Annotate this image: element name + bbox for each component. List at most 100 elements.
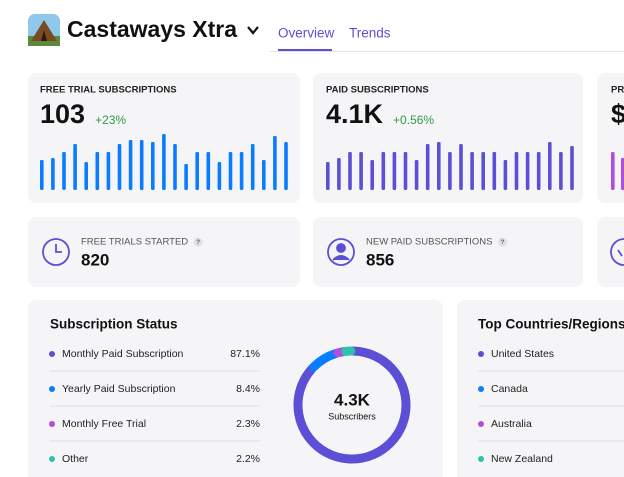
metric-value: 103	[40, 99, 85, 129]
active-tab-indicator	[278, 49, 332, 51]
clock-icon	[42, 238, 70, 266]
sparkline-bar	[437, 142, 441, 190]
help-icon: ?	[196, 239, 200, 246]
sparkline-bar	[139, 140, 144, 190]
tab[interactable]: Trends	[349, 26, 391, 41]
sparkline-bar	[40, 160, 44, 190]
count-card[interactable]	[28, 217, 300, 287]
sparkline-bar	[337, 158, 341, 190]
legend-name: Yearly Paid Subscription	[62, 383, 176, 395]
sparkline-bar	[611, 152, 615, 190]
sparkline-bar	[51, 158, 55, 190]
help-badge[interactable]	[193, 237, 203, 247]
sparkline-bar	[206, 152, 211, 190]
sparkline-bar	[217, 162, 222, 190]
count-label: FREE TRIALS STARTED	[81, 237, 188, 248]
sparkline-bar	[403, 152, 408, 190]
legend-name: Monthly Free Trial	[62, 418, 146, 430]
sparkline-bar	[128, 140, 133, 190]
donut-center-label: Subscribers	[328, 411, 376, 421]
country-name: Canada	[491, 383, 528, 395]
top-countries-card	[457, 300, 624, 477]
help-badge[interactable]	[498, 237, 508, 247]
sparkline-bar	[106, 152, 111, 190]
sparkline-bar	[239, 152, 244, 190]
metric-value: 4.1K	[326, 99, 384, 129]
sparkline-bar	[62, 152, 66, 190]
sparkline-bar	[392, 152, 397, 190]
sparkline-bar	[73, 144, 77, 190]
sparkline-bar	[173, 144, 177, 190]
sparkline-bar	[95, 152, 100, 190]
app-name[interactable]: Castaways Xtra	[67, 16, 237, 42]
sparkline-bar	[370, 160, 374, 190]
country-name: New Zealand	[491, 453, 553, 465]
sparkline-bar	[228, 152, 233, 190]
sparkline-bar	[470, 152, 474, 190]
app-menu-chevron[interactable]	[247, 26, 259, 35]
sparkline-bar	[84, 162, 88, 190]
metric-label: PAID SUBSCRIPTIONS	[326, 85, 429, 96]
help-icon: ?	[501, 239, 505, 246]
donut-segment	[293, 346, 411, 464]
count-label: NEW PAID SUBSCRIPTIONS	[366, 237, 493, 248]
legend-dot	[478, 351, 484, 357]
sparkline-bar	[195, 152, 199, 190]
legend-name: Monthly Paid Subscription	[62, 348, 184, 360]
legend-value: 2.3%	[236, 418, 260, 430]
sparkline-bar	[570, 146, 574, 190]
sparkline-bar	[503, 160, 508, 190]
sparkline-bar	[348, 152, 352, 190]
legend-dot	[49, 456, 55, 462]
metric-label: PR	[611, 85, 624, 96]
legend-dot	[478, 386, 484, 392]
sparkline-bar	[273, 136, 277, 190]
sparkline-bar	[536, 152, 541, 190]
legend-dot	[49, 351, 55, 357]
metric-value: $	[611, 99, 624, 129]
sparkline-bar	[117, 144, 122, 190]
country-name: Australia	[491, 418, 532, 430]
count-card[interactable]	[313, 217, 583, 287]
sparkline-bar	[448, 152, 452, 190]
sparkline-bar	[151, 142, 155, 190]
legend-name: Other	[62, 453, 89, 465]
card-title: Subscription Status	[50, 317, 178, 332]
sparkline-bar	[184, 164, 188, 190]
metric-label: FREE TRIAL SUBSCRIPTIONS	[40, 85, 177, 96]
legend-value: 2.2%	[236, 453, 260, 465]
sparkline-bar	[381, 152, 386, 190]
sparkline-bar	[548, 142, 552, 190]
legend-dot	[478, 456, 484, 462]
sparkline-bar	[414, 160, 419, 190]
partial-icon	[610, 238, 624, 266]
sparkline-bar	[559, 152, 563, 190]
sparkline-bar	[326, 162, 330, 190]
sparkline-bar	[250, 144, 255, 190]
sparkline-bar	[525, 152, 530, 190]
card-title: Top Countries/Regions	[478, 317, 624, 332]
subscription-status-card	[28, 300, 443, 477]
app-icon	[28, 14, 60, 46]
sparkline-bar	[262, 160, 266, 190]
sparkline-bar	[621, 158, 624, 190]
donut-center-value: 4.3K	[334, 390, 371, 409]
sparkline-bar	[481, 152, 485, 190]
metric-change: +0.56%	[393, 113, 434, 127]
legend-value: 87.1%	[230, 348, 260, 360]
sparkline-bar	[425, 144, 430, 190]
tab[interactable]: Overview	[278, 26, 335, 41]
legend-value: 8.4%	[236, 383, 260, 395]
metric-card[interactable]	[597, 73, 624, 203]
legend-dot	[478, 421, 484, 427]
metric-change: +23%	[95, 113, 126, 127]
legend-dot	[49, 386, 55, 392]
count-value: 820	[81, 250, 109, 269]
country-name: United States	[491, 348, 554, 360]
sparkline-bar	[359, 152, 363, 190]
count-value: 856	[366, 250, 394, 269]
legend-dot	[49, 421, 55, 427]
sparkline-bar	[514, 152, 519, 190]
